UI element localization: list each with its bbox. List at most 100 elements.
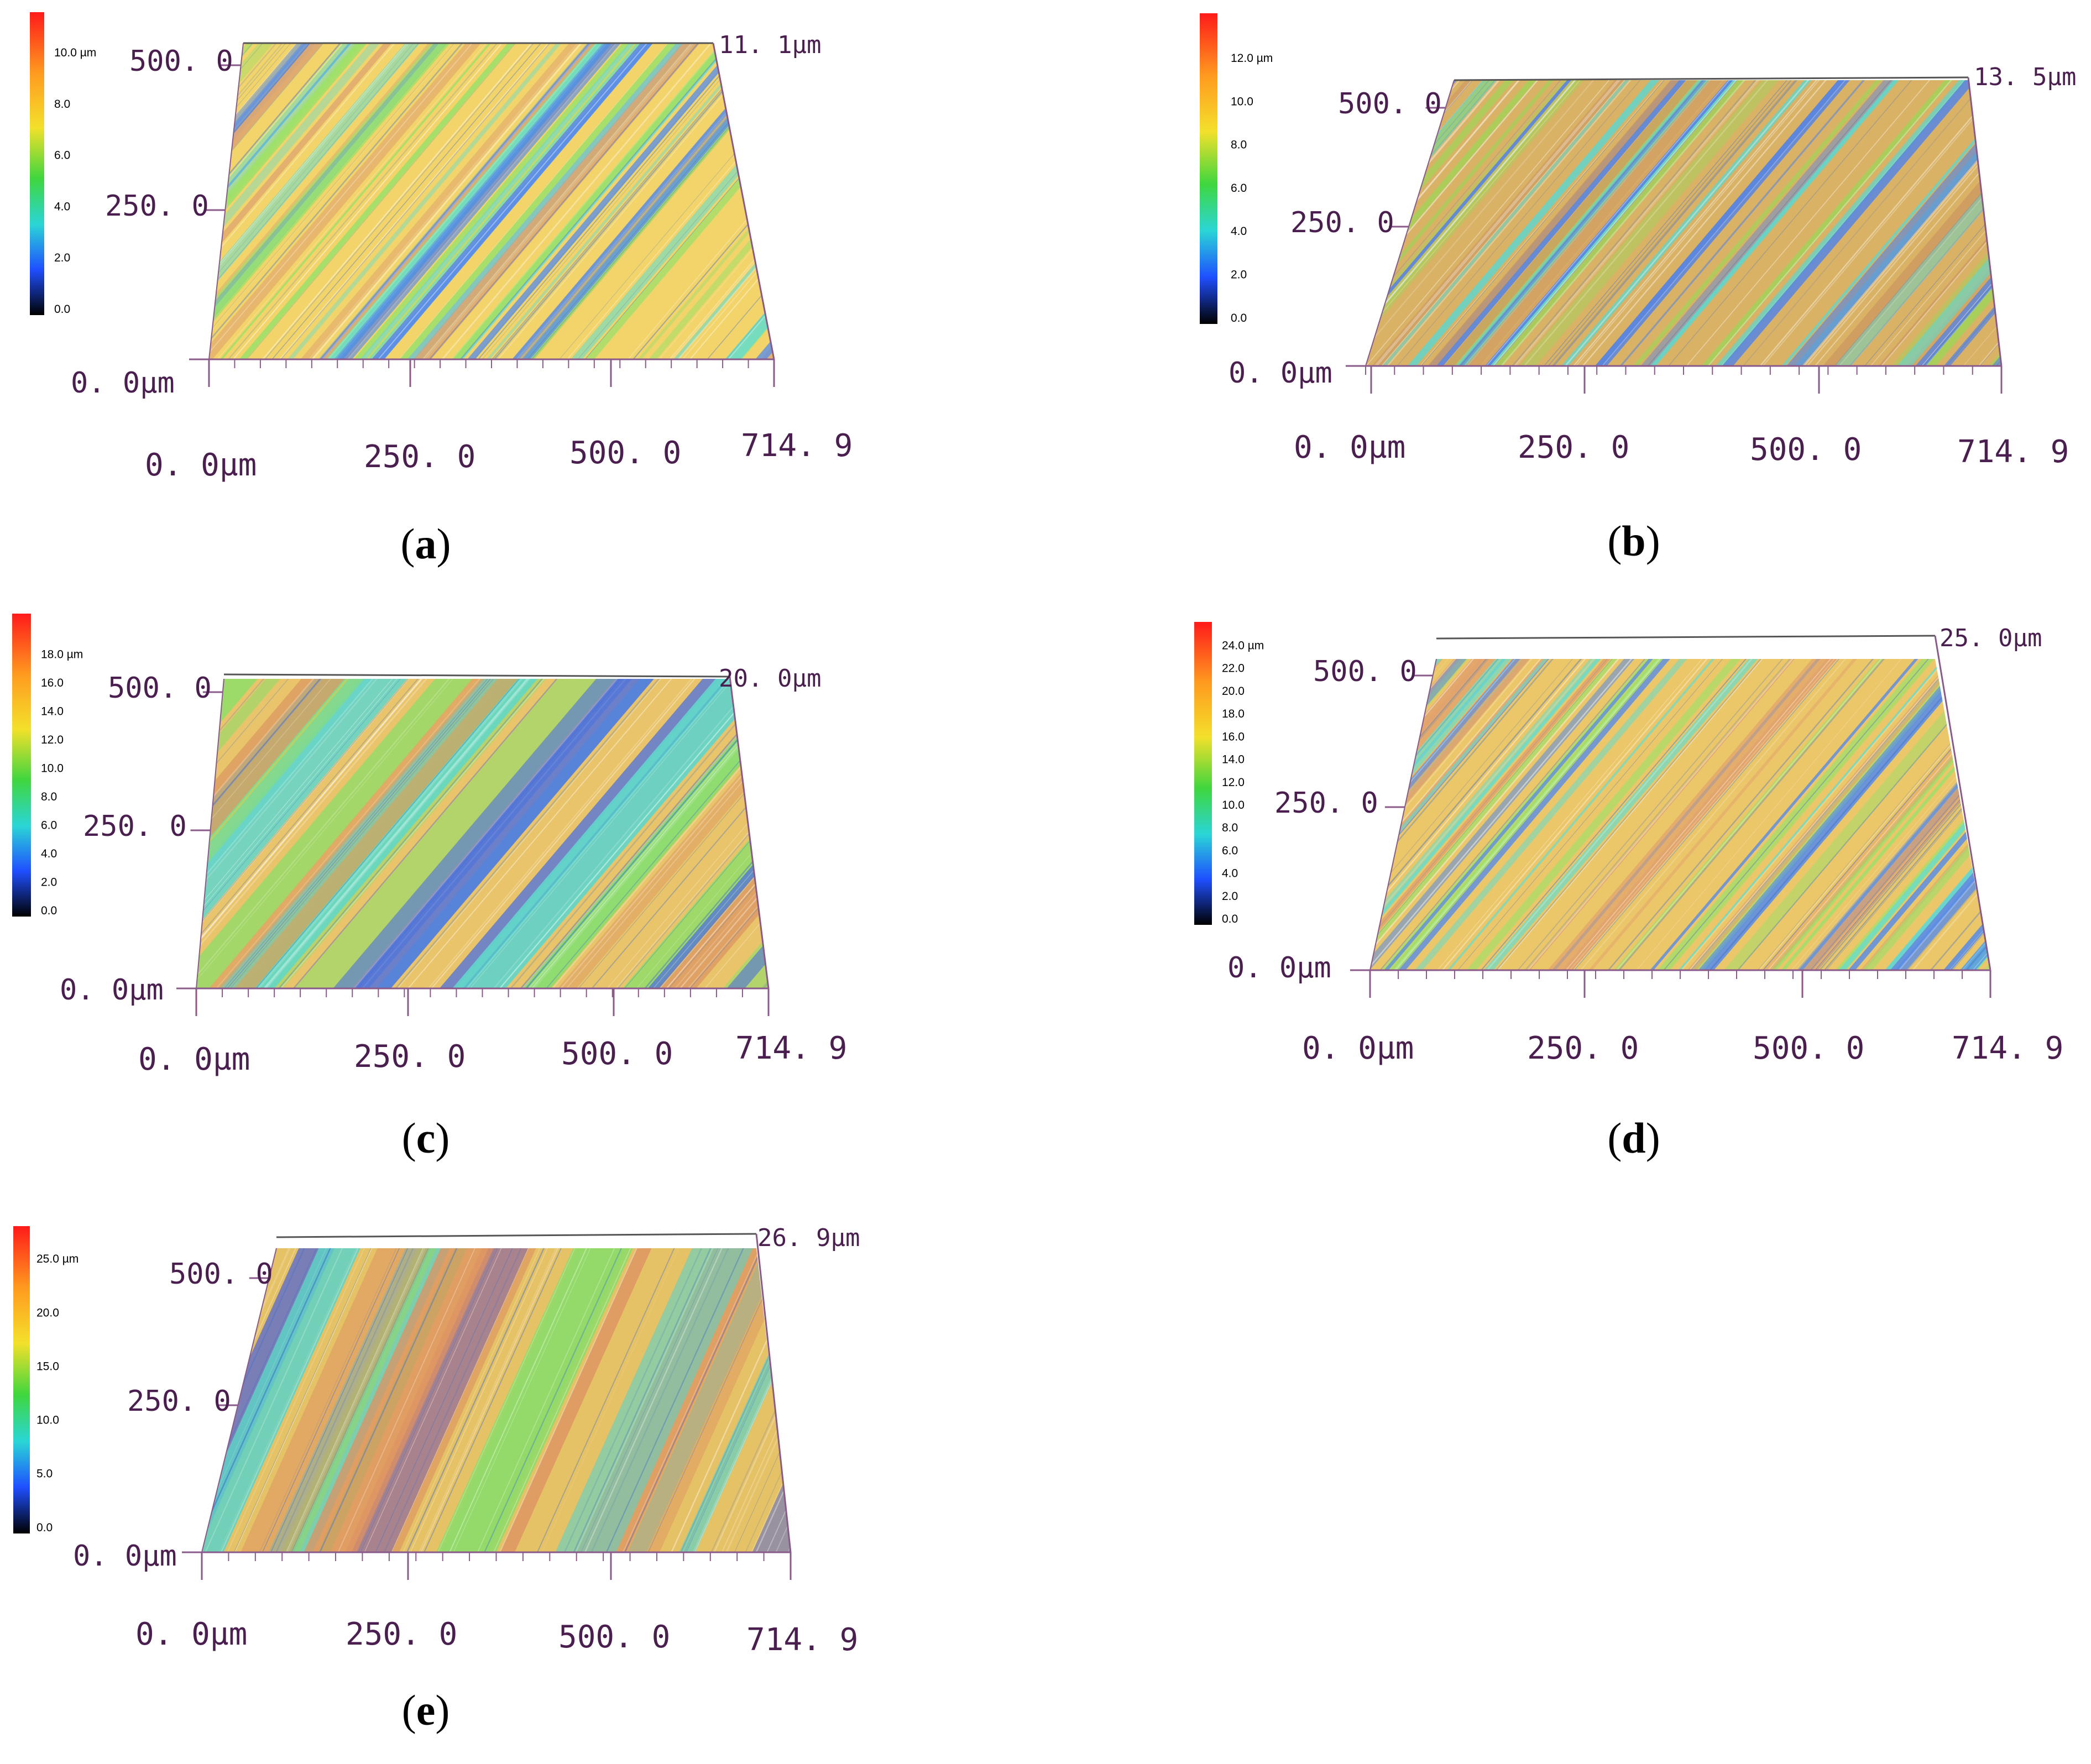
x-axis-label: 0. 0µm: [1294, 430, 1405, 465]
x-axis-label: 250. 0: [1527, 1030, 1639, 1066]
colorbar-a: [30, 12, 44, 315]
y-axis-label: 0. 0µm: [71, 367, 175, 400]
colorbar-tick-label: 10.0: [36, 1414, 59, 1427]
y-axis-label: 0. 0µm: [73, 1540, 177, 1573]
panel-d: 24.0 µm 22.0 20.0 18.0 16.0 14.0 12.0 10.0 8.0 6.…: [1194, 622, 2063, 1162]
colorbar-tick-label: 8.0: [54, 98, 70, 111]
y-axis-label: 0. 0µm: [1227, 951, 1331, 985]
surface-map-b: [1366, 80, 2001, 366]
z-max-label: 13. 5µm: [1974, 63, 2076, 91]
x-axis-label: 500. 0: [558, 1619, 670, 1655]
x-axis-label: 714. 9: [1957, 434, 2069, 470]
x-axis-label: 250. 0: [346, 1616, 457, 1652]
y-axis-label: 250. 0: [127, 1385, 231, 1418]
colorbar-tick-label: 12.0 µm: [1231, 52, 1273, 65]
colorbar-tick-label: 5.0: [36, 1468, 53, 1480]
x-axis-label: 500. 0: [1750, 432, 1862, 468]
panel-e: 25.0 µm 20.0 15.0 10.0 5.0 0.0 500. 0 250. 0 0. …: [13, 1224, 860, 1734]
y-axis-label: 500. 0: [129, 45, 233, 78]
z-max-label: 26. 9µm: [757, 1224, 860, 1252]
surface-map-d: [1370, 659, 1990, 970]
y-axis-label: 500. 0: [1313, 655, 1417, 688]
colorbar-tick-label: 4.0: [41, 847, 57, 860]
x-axis-label: 500. 0: [569, 435, 681, 471]
panel-c: 18.0 µm 16.0 14.0 12.0 10.0 8.0 6.0 4.0 2.0 0.0 50…: [12, 614, 847, 1162]
x-axis-label: 500. 0: [1753, 1030, 1864, 1066]
x-axis-label: 250. 0: [354, 1039, 466, 1075]
colorbar-tick-label: 2.0: [1222, 890, 1238, 903]
colorbar-tick-label: 10.0: [1231, 95, 1253, 108]
x-axis-label: 714. 9: [1952, 1030, 2063, 1066]
colorbar-tick-label: 15.0: [36, 1360, 59, 1373]
colorbar-tick-label: 16.0: [41, 677, 64, 689]
x-axis-label: 0. 0µm: [1302, 1030, 1414, 1066]
y-axis-label: 250. 0: [1274, 787, 1378, 820]
colorbar-tick-label: 6.0: [1222, 844, 1238, 857]
y-axis-label: 250. 0: [105, 190, 209, 223]
axes-d: [1350, 635, 1991, 998]
colorbar-tick-label: 10.0 µm: [54, 46, 96, 59]
colorbar-b: [1200, 13, 1217, 324]
colorbar-tick-label: 0.0: [36, 1521, 53, 1534]
colorbar-tick-label: 2.0: [1231, 268, 1247, 281]
y-axis-label: 250. 0: [83, 810, 187, 843]
colorbar-tick-label: 16.0: [1222, 730, 1245, 743]
colorbar-tick-label: 24.0 µm: [1222, 640, 1264, 652]
x-axis-label: 0. 0µm: [138, 1041, 250, 1077]
panel-a: 10.0 µm 8.0 6.0 4.0 2.0 0.0 500. 0 250. 0 0. 0µm…: [30, 12, 853, 568]
colorbar-tick-label: 12.0: [41, 734, 64, 746]
colorbar-tick-label: 8.0: [41, 791, 57, 803]
y-axis-label: 500. 0: [169, 1258, 273, 1291]
colorbar-tick-label: 25.0 µm: [36, 1253, 79, 1265]
colorbar-tick-label: 8.0: [1222, 821, 1238, 834]
surface-map-a: [209, 43, 774, 359]
y-axis-label: 0. 0µm: [1229, 357, 1332, 390]
colorbar-tick-label: 10.0: [1222, 799, 1245, 812]
z-max-label: 25. 0µm: [1940, 624, 2042, 652]
colorbar-tick-label: 12.0: [1222, 776, 1245, 789]
y-axis-label: 0. 0µm: [60, 973, 164, 1007]
colorbar-c: [12, 614, 31, 917]
panel-b: 12.0 µm 10.0 8.0 6.0 4.0 2.0 0.0 500. 0 250. 0 0.…: [1200, 13, 2076, 565]
panel-caption: (d): [1607, 1114, 1660, 1162]
colorbar-tick-label: 0.0: [1231, 312, 1247, 324]
x-axis-label: 0. 0µm: [145, 447, 257, 483]
colorbar-d: [1194, 622, 1212, 925]
colorbar-tick-label: 18.0: [1222, 708, 1245, 720]
y-axis-label: 250. 0: [1290, 206, 1394, 239]
colorbar-tick-label: 6.0: [1231, 182, 1247, 195]
colorbar-tick-label: 10.0: [41, 762, 64, 774]
y-axis-label: 500. 0: [108, 672, 212, 705]
colorbar-tick-label: 22.0: [1222, 662, 1245, 675]
colorbar-e: [13, 1226, 30, 1533]
axes-e: [182, 1233, 792, 1580]
axes-a: [189, 42, 775, 387]
colorbar-tick-label: 2.0: [41, 876, 57, 889]
x-axis-label: 250. 0: [364, 439, 475, 475]
axes-b: [1346, 76, 2003, 394]
panel-caption: (e): [402, 1686, 450, 1734]
surface-map-e: [202, 1248, 791, 1552]
colorbar-tick-label: 14.0: [41, 705, 64, 718]
colorbar-tick-label: 0.0: [1222, 913, 1238, 925]
z-max-label: 20. 0µm: [719, 664, 821, 693]
colorbar-tick-label: 4.0: [54, 200, 70, 213]
x-axis-label: 0. 0µm: [135, 1616, 247, 1652]
colorbar-tick-label: 6.0: [41, 819, 57, 832]
colorbar-tick-label: 4.0: [1222, 867, 1238, 880]
panel-caption: (c): [402, 1114, 450, 1162]
colorbar-tick-label: 20.0: [36, 1306, 59, 1319]
colorbar-tick-label: 18.0 µm: [41, 648, 83, 661]
axes-c: [176, 673, 770, 1016]
y-axis-label: 500. 0: [1338, 87, 1442, 121]
x-axis-label: 500. 0: [561, 1036, 673, 1072]
x-axis-label: 250. 0: [1518, 430, 1629, 465]
panel-caption: (b): [1607, 517, 1660, 565]
panel-caption: (a): [401, 520, 451, 568]
x-axis-label: 714. 9: [735, 1030, 847, 1066]
colorbar-tick-label: 6.0: [54, 149, 70, 162]
colorbar-tick-label: 20.0: [1222, 685, 1245, 698]
colorbar-tick-label: 2.0: [54, 252, 70, 264]
x-axis-label: 714. 9: [746, 1622, 858, 1658]
